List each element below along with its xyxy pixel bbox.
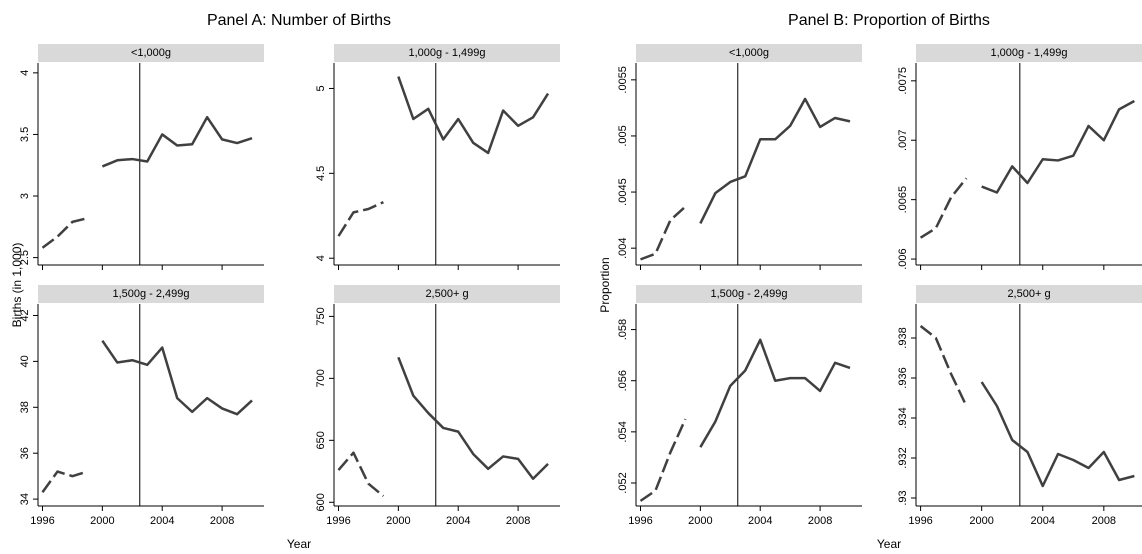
y-tick-label: 600 xyxy=(315,493,327,511)
strip xyxy=(38,44,264,62)
y-tick-label: .005 xyxy=(617,125,629,146)
subplot-title: 1,500g - 2,499g xyxy=(112,288,189,300)
data-line xyxy=(101,115,253,168)
y-axis-label: Births (in 1,000) xyxy=(10,243,24,328)
data-line xyxy=(337,451,385,498)
y-tick-label: .934 xyxy=(897,407,909,428)
x-tick-label: 2004 xyxy=(1031,515,1055,527)
x-tick-label: 2000 xyxy=(688,515,712,527)
x-tick-label: 2004 xyxy=(150,515,174,527)
x-axis-label: Year xyxy=(287,537,311,551)
data-line xyxy=(41,216,88,249)
strip xyxy=(334,44,560,62)
data-line xyxy=(101,340,253,416)
strip xyxy=(916,44,1142,62)
subplot-title: 2,500+ g xyxy=(1007,288,1050,300)
x-tick-label: 2004 xyxy=(446,515,470,527)
data-line xyxy=(397,76,550,155)
y-tick-label: 38 xyxy=(19,401,31,413)
panel-title: Panel A: Number of Births xyxy=(207,12,391,29)
x-tick-label: 2008 xyxy=(506,515,530,527)
data-line xyxy=(640,205,687,261)
y-tick-label: 34 xyxy=(19,493,31,505)
y-tick-label: .0045 xyxy=(617,178,629,206)
y-tick-label: .006 xyxy=(897,248,909,269)
y-tick-label: .054 xyxy=(617,421,629,442)
y-tick-label: 3.5 xyxy=(19,127,31,142)
y-tick-label: 650 xyxy=(315,431,327,449)
y-tick-label: 3 xyxy=(19,193,31,199)
subplot-title: <1,000g xyxy=(729,47,769,59)
y-tick-label: .007 xyxy=(897,130,909,151)
data-line xyxy=(919,325,968,407)
data-line xyxy=(981,99,1135,194)
y-tick-label: 700 xyxy=(315,369,327,387)
subplot-title: 1,000g - 1,499g xyxy=(408,47,485,59)
y-tick-label: 5 xyxy=(315,85,327,91)
x-tick-label: 2008 xyxy=(1092,515,1116,527)
x-tick-label: 1996 xyxy=(908,515,932,527)
data-line xyxy=(919,177,968,239)
strip xyxy=(636,285,862,303)
y-tick-label: .0055 xyxy=(617,66,629,94)
y-tick-label: 4 xyxy=(19,70,31,76)
y-tick-label: 2.5 xyxy=(19,250,31,265)
x-tick-label: 2000 xyxy=(969,515,993,527)
x-tick-label: 2008 xyxy=(210,515,234,527)
x-tick-label: 2000 xyxy=(90,515,114,527)
x-axis-label: Year xyxy=(877,537,901,551)
y-tick-label: .938 xyxy=(897,327,909,348)
x-tick-label: 2008 xyxy=(808,515,832,527)
data-line xyxy=(639,418,687,502)
data-line xyxy=(397,356,549,480)
y-tick-label: .93 xyxy=(897,490,909,505)
x-tick-label: 1996 xyxy=(628,515,652,527)
y-tick-label: .0075 xyxy=(897,67,909,95)
y-tick-label: .056 xyxy=(617,370,629,391)
y-tick-label: 36 xyxy=(19,447,31,459)
y-axis-label: Proportion xyxy=(598,257,612,312)
x-tick-label: 2004 xyxy=(748,515,772,527)
strip xyxy=(636,44,862,62)
x-tick-label: 1996 xyxy=(326,515,350,527)
y-tick-label: 42 xyxy=(19,309,31,321)
y-tick-label: .936 xyxy=(897,367,909,388)
subplot-title: 1,500g - 2,499g xyxy=(710,288,787,300)
y-tick-label: 4 xyxy=(315,255,327,261)
y-tick-label: .058 xyxy=(617,319,629,340)
data-line xyxy=(699,338,851,448)
strip xyxy=(916,285,1142,303)
x-tick-label: 1996 xyxy=(30,515,54,527)
data-line xyxy=(41,470,88,493)
y-tick-label: .052 xyxy=(617,472,629,493)
strip xyxy=(38,285,264,303)
subplot-title: 2,500+ g xyxy=(425,288,468,300)
y-tick-label: 750 xyxy=(315,307,327,325)
panel-title: Panel B: Proportion of Births xyxy=(788,12,990,29)
subplot-title: <1,000g xyxy=(131,47,171,59)
data-line xyxy=(337,201,384,237)
y-tick-label: .932 xyxy=(897,447,909,468)
x-tick-label: 2000 xyxy=(386,515,410,527)
data-line xyxy=(699,97,851,225)
subplot-title: 1,000g - 1,499g xyxy=(990,47,1067,59)
strip xyxy=(334,285,560,303)
y-tick-label: .004 xyxy=(617,237,629,258)
data-line xyxy=(980,381,1135,488)
y-tick-label: .0065 xyxy=(897,186,909,214)
y-tick-label: 40 xyxy=(19,355,31,367)
y-tick-label: 4.5 xyxy=(315,166,327,181)
